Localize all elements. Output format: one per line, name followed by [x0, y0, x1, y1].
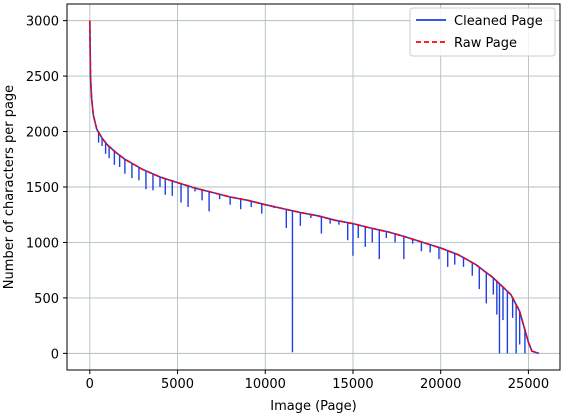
- legend: Cleaned Page Raw Page: [409, 7, 556, 57]
- legend-label-cleaned-page: Cleaned Page: [454, 14, 543, 29]
- x-axis-label: Image (Page): [270, 399, 356, 414]
- x-tick-label: 5000: [161, 377, 194, 392]
- axis-ticks: 0 5000 10000 15000 20000 25000 0 500 1000 1500 200…: [26, 15, 549, 392]
- y-tick-label: 2000: [26, 126, 59, 141]
- series-layer: [89, 20, 540, 355]
- y-tick-label: 500: [34, 292, 59, 307]
- x-tick-label: 10000: [245, 377, 286, 392]
- legend-label-raw-page: Raw Page: [454, 36, 517, 51]
- legend-box: [409, 7, 556, 57]
- grid-lines: [67, 4, 560, 370]
- y-tick-label: 1500: [26, 181, 59, 196]
- x-tick-label: 20000: [420, 377, 461, 392]
- y-tick-label: 1000: [26, 236, 59, 251]
- y-tick-label: 3000: [26, 15, 59, 30]
- y-tick-label: 2500: [26, 70, 59, 85]
- x-tick-label: 0: [86, 377, 94, 392]
- x-tick-label: 15000: [332, 377, 373, 392]
- x-tick-label: 25000: [508, 377, 549, 392]
- y-tick-label: 0: [51, 347, 59, 362]
- y-axis-label: Number of characters per page: [2, 85, 17, 289]
